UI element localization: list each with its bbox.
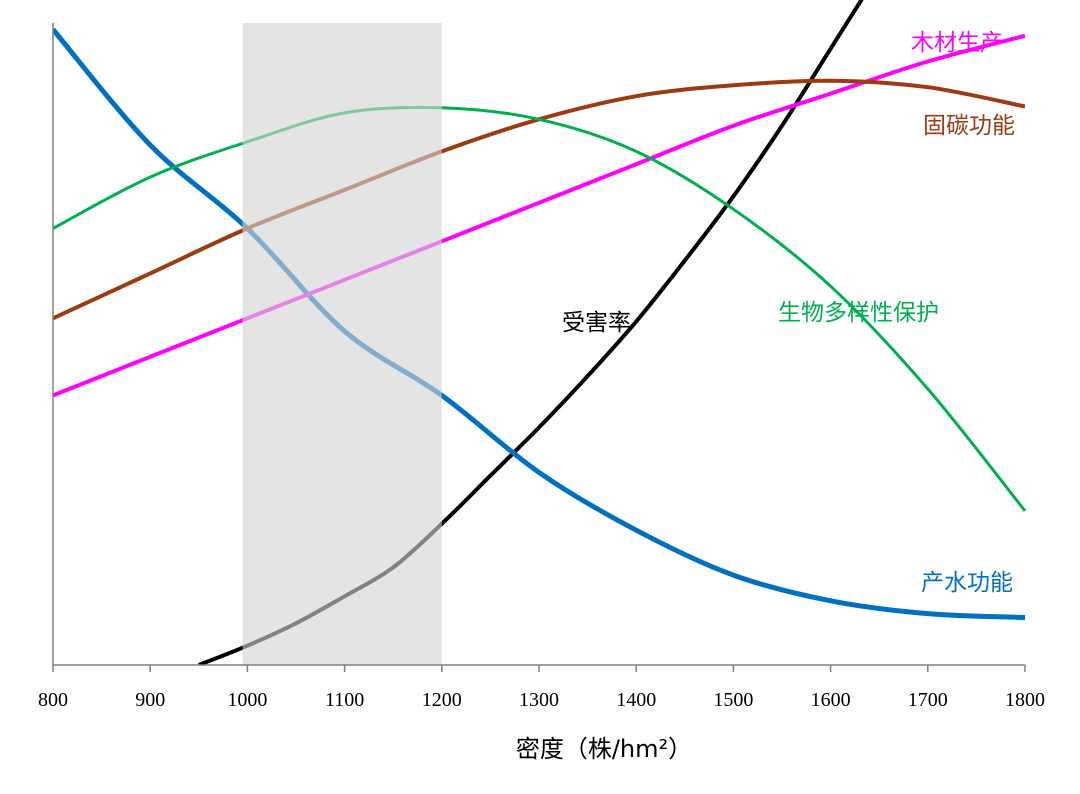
series-layer (53, 0, 1026, 665)
x-tick-label: 1700 (908, 689, 948, 711)
x-tick-label: 1400 (616, 689, 656, 711)
series-line-4 (53, 105, 1026, 512)
x-tick-label: 1200 (422, 689, 462, 711)
highlight-band-layer (242, 23, 442, 665)
series-line-2 (53, 33, 1026, 398)
axis-layer: 800 900 1000 1100 1200 1300 1400 1500 1600 1700 18… (38, 23, 1045, 711)
x-tick-label: 1100 (325, 689, 364, 711)
x-tick-label: 1800 (1005, 689, 1045, 711)
series-label-1: 产水功能 (921, 570, 1013, 596)
highlight-band (242, 23, 442, 665)
series-label-4: 生物多样性保护 (778, 300, 939, 326)
x-axis-title: 密度（株/hm²） (516, 735, 692, 763)
x-tick-label: 900 (135, 689, 165, 711)
series-label-0: 受害率 (562, 310, 631, 336)
series-label-2: 木材生产 (911, 30, 1003, 56)
series-line-3 (53, 78, 1026, 321)
x-tick-label: 1000 (227, 689, 267, 711)
x-tick-label: 1300 (519, 689, 559, 711)
x-tick-label: 1600 (811, 689, 851, 711)
series-label-3: 固碳功能 (923, 113, 1015, 139)
series-line-1 (53, 27, 1026, 620)
x-tick-label: 1500 (713, 689, 753, 711)
x-tick-label: 800 (38, 689, 68, 711)
